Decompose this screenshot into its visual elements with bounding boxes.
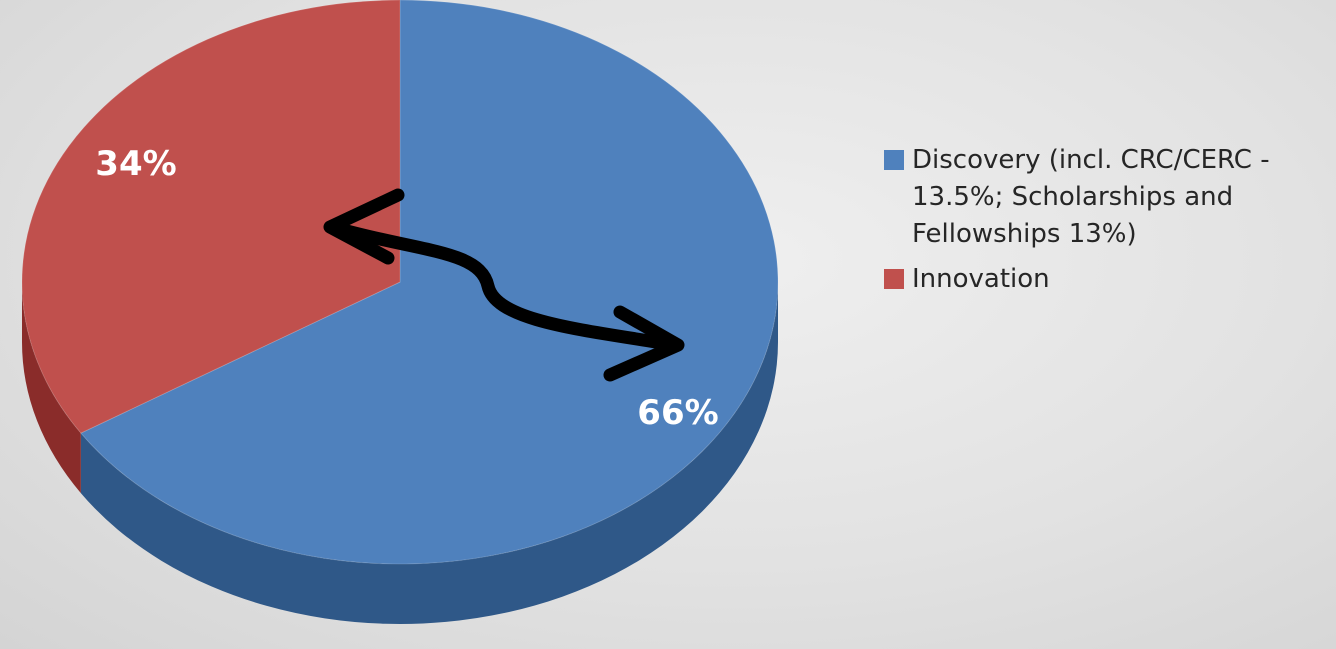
legend-swatch-discovery — [884, 150, 904, 170]
data-label-innovation: 34% — [95, 144, 176, 184]
legend-label-discovery: Discovery (incl. CRC/CERC - 13.5%; Schol… — [912, 145, 1270, 249]
pie-side-discovery — [80, 282, 778, 624]
arrow-head-right — [603, 305, 685, 382]
arrow-shaft — [329, 221, 681, 352]
pie-slice-innovation — [21, 0, 401, 434]
legend: Discovery (incl. CRC/CERC - 13.5%; Schol… — [884, 142, 1324, 306]
legend-swatch-innovation — [884, 269, 904, 289]
legend-label-innovation: Innovation — [912, 264, 1050, 294]
arrow-head-left — [323, 188, 405, 265]
pie-depth-layer — [22, 282, 778, 624]
double-arrow-annotation — [323, 188, 685, 382]
data-label-discovery: 66% — [637, 393, 718, 433]
legend-item-innovation: Innovation — [884, 261, 1324, 298]
pie-data-labels: 66% 34% — [95, 144, 718, 433]
pie-top-layer — [21, 0, 779, 565]
pie-slice-discovery — [80, 0, 779, 565]
legend-item-discovery: Discovery (incl. CRC/CERC - 13.5%; Schol… — [884, 142, 1324, 253]
pie-side-innovation — [22, 282, 81, 494]
